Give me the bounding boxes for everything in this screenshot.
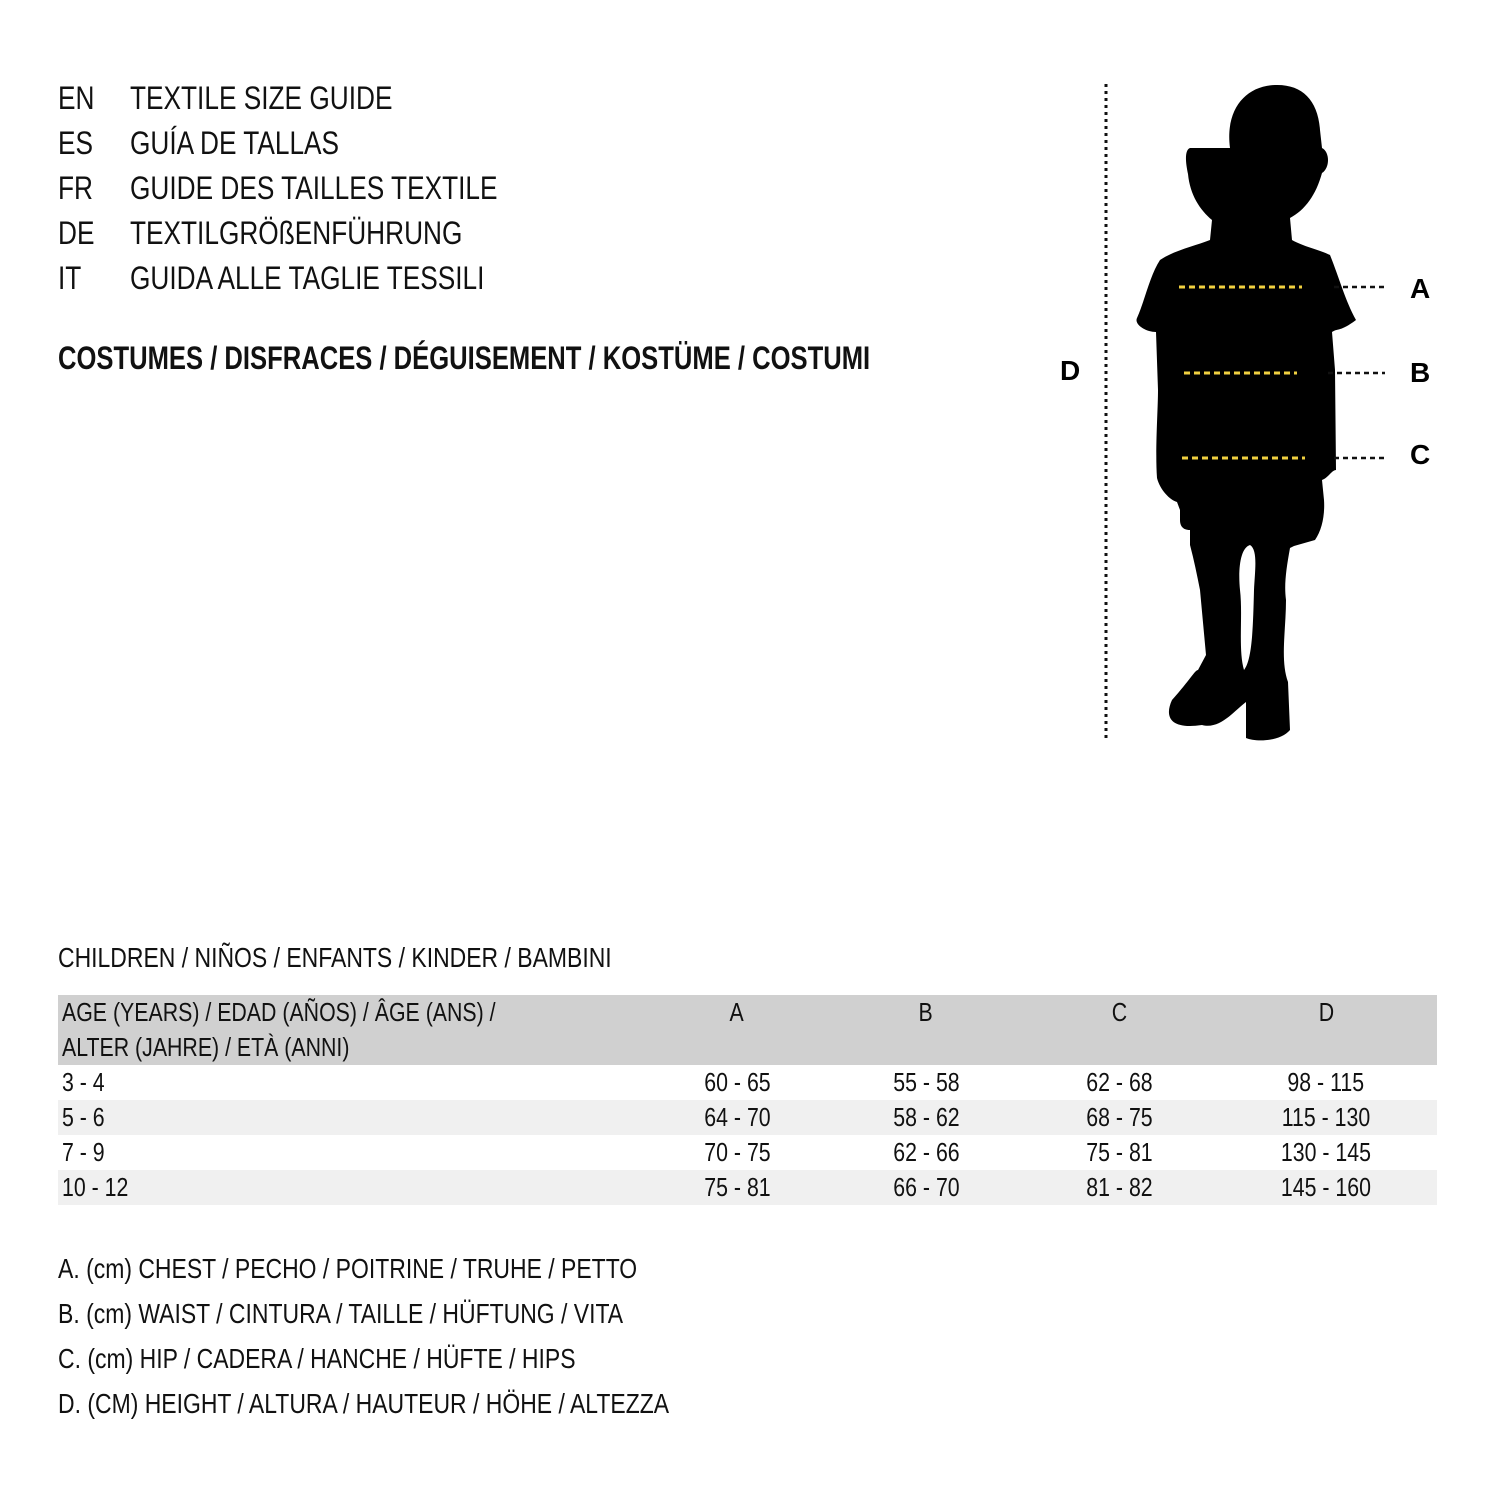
label-d: D xyxy=(1060,355,1080,386)
lang-title-fr: GUIDE DES TAILLES TEXTILE xyxy=(130,170,498,206)
cell-age: 3 - 4 xyxy=(62,1067,105,1097)
lang-title-de: TEXTILGRÖßENFÜHRUNG xyxy=(130,215,463,251)
header-a: A xyxy=(729,997,745,1027)
cell-c: 75 - 81 xyxy=(1085,1137,1153,1167)
cell-c: 81 - 82 xyxy=(1085,1172,1153,1202)
cell-age: 5 - 6 xyxy=(62,1102,105,1132)
table-row: 7 - 9 70 - 75 62 - 66 75 - 81 130 - 145 xyxy=(58,1135,1437,1170)
cell-d: 115 - 130 xyxy=(1281,1102,1371,1132)
cell-a: 75 - 81 xyxy=(703,1172,771,1202)
lang-title-en: TEXTILE SIZE GUIDE xyxy=(130,80,393,116)
category-title: COSTUMES / DISFRACES / DÉGUISEMENT / KOS… xyxy=(58,340,871,376)
label-a: A xyxy=(1410,273,1430,304)
label-b: B xyxy=(1410,357,1430,388)
lang-code-de: DE xyxy=(58,215,95,251)
lang-code-en: EN xyxy=(58,80,95,116)
legend-item-hip: C. (cm) HIP / CADERA / HANCHE / HÜFTE / … xyxy=(58,1343,576,1374)
label-c: C xyxy=(1410,439,1430,470)
cell-b: 66 - 70 xyxy=(892,1172,960,1202)
measurement-legend: A. (cm) CHEST / PECHO / POITRINE / TRUHE… xyxy=(58,1246,803,1426)
table-row: 5 - 6 64 - 70 58 - 62 68 - 75 115 - 130 xyxy=(58,1100,1437,1135)
child-silhouette-diagram: A B C D xyxy=(1060,84,1430,742)
cell-age: 7 - 9 xyxy=(62,1137,105,1167)
cell-d: 98 - 115 xyxy=(1287,1067,1365,1097)
cell-age: 10 - 12 xyxy=(62,1172,129,1202)
child-silhouette xyxy=(1136,84,1356,741)
lang-code-fr: FR xyxy=(58,170,93,206)
lang-code-it: IT xyxy=(58,260,82,296)
table-header-row: AGE (YEARS) / EDAD (AÑOS) / ÂGE (ANS) / A… xyxy=(58,995,1437,1065)
header-b: B xyxy=(918,997,934,1027)
cell-a: 64 - 70 xyxy=(703,1102,771,1132)
cell-c: 68 - 75 xyxy=(1085,1102,1153,1132)
lang-code-es: ES xyxy=(58,125,94,161)
cell-b: 55 - 58 xyxy=(892,1067,960,1097)
size-table: AGE (YEARS) / EDAD (AÑOS) / ÂGE (ANS) / A… xyxy=(58,995,1437,1205)
table-row: 10 - 12 75 - 81 66 - 70 81 - 82 145 - 16… xyxy=(58,1170,1437,1205)
legend-item-waist: B. (cm) WAIST / CINTURA / TAILLE / HÜFTU… xyxy=(58,1298,624,1329)
header-c: C xyxy=(1111,997,1127,1027)
cell-b: 62 - 66 xyxy=(892,1137,960,1167)
legend-item-height: D. (CM) HEIGHT / ALTURA / HAUTEUR / HÖHE… xyxy=(58,1388,670,1419)
cell-a: 60 - 65 xyxy=(703,1067,771,1097)
cell-d: 130 - 145 xyxy=(1280,1137,1372,1167)
table-caption: CHILDREN / NIÑOS / ENFANTS / KINDER / BA… xyxy=(58,942,612,973)
cell-d: 145 - 160 xyxy=(1280,1172,1372,1202)
cell-c: 62 - 68 xyxy=(1085,1067,1153,1097)
lang-title-es: GUÍA DE TALLAS xyxy=(130,125,340,161)
header-d: D xyxy=(1318,997,1334,1027)
table-row: 3 - 4 60 - 65 55 - 58 62 - 68 98 - 115 xyxy=(58,1065,1437,1100)
lang-title-it: GUIDA ALLE TAGLIE TESSILI xyxy=(130,260,485,296)
legend-item-chest: A. (cm) CHEST / PECHO / POITRINE / TRUHE… xyxy=(58,1253,638,1284)
cell-a: 70 - 75 xyxy=(703,1137,771,1167)
cell-b: 58 - 62 xyxy=(892,1102,960,1132)
header-age: AGE (YEARS) / EDAD (AÑOS) / ÂGE (ANS) / A… xyxy=(62,997,496,1062)
